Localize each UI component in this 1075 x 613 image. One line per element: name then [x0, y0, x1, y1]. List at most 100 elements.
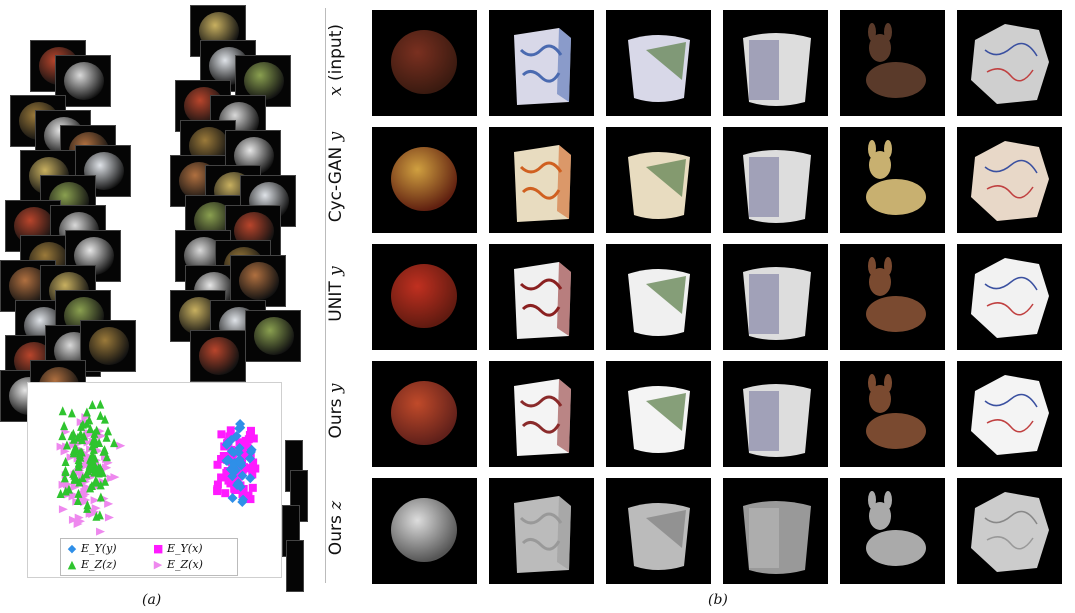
grid-cell-box	[489, 244, 594, 350]
scatter-marker	[61, 467, 70, 477]
scatter-marker	[101, 476, 110, 486]
grid-cell-box	[489, 478, 594, 584]
scatter-marker	[58, 505, 68, 514]
scatter-marker	[238, 490, 247, 499]
grid-cell-deer	[840, 478, 945, 584]
scatter-marker	[248, 470, 257, 479]
scatter-marker	[244, 464, 253, 473]
legend-label: E_Z(x)	[167, 558, 203, 571]
scatter-marker	[85, 460, 94, 470]
scatter-marker	[238, 465, 247, 474]
scatter-marker	[246, 444, 257, 455]
scatter-marker	[81, 487, 91, 496]
scatter-marker	[77, 421, 86, 431]
scatter-marker	[96, 492, 105, 502]
legend-item-ey-x: ■ E_Y(x)	[153, 542, 203, 555]
scatter-marker	[104, 499, 114, 508]
legend-label: E_Y(y)	[81, 542, 117, 555]
scatter-marker	[96, 410, 105, 420]
scatter-marker	[86, 424, 95, 434]
grid-cell-cup-striped	[723, 361, 828, 467]
scatter-marker	[82, 469, 91, 479]
scatter-marker	[56, 442, 66, 451]
scatter-marker	[96, 527, 106, 536]
scatter-marker	[90, 467, 99, 477]
scatter-marker	[60, 421, 69, 431]
scatter-marker	[74, 455, 83, 465]
scatter-marker	[219, 451, 228, 460]
scatter-marker	[235, 419, 246, 430]
panel-divider	[325, 8, 326, 583]
scatter-marker	[213, 480, 222, 489]
scatter-marker	[236, 457, 247, 468]
scatter-marker	[241, 436, 250, 445]
thumbnail-image	[286, 540, 304, 592]
scatter-marker	[76, 429, 85, 439]
scatter-marker	[102, 432, 111, 442]
triangle-up-marker-icon: ▲	[67, 558, 77, 571]
scatter-marker	[243, 443, 252, 452]
scatter-marker	[91, 437, 100, 447]
scatter-marker	[75, 449, 84, 459]
scatter-marker	[67, 408, 76, 418]
grid-cell-apple	[372, 10, 477, 116]
scatter-marker	[62, 440, 71, 450]
scatter-marker	[92, 425, 101, 435]
grid-cell-deer	[840, 361, 945, 467]
scatter-marker	[238, 494, 249, 505]
scatter-marker	[91, 504, 101, 513]
grid-cell-deer	[840, 244, 945, 350]
scatter-legend: ◆ E_Y(y) ■ E_Y(x) ▲ E_Z(z) ▶ E_Z(x)	[60, 538, 238, 576]
scatter-marker	[100, 414, 109, 424]
scatter-marker	[96, 480, 105, 490]
row-label-ours-z: Ours z	[326, 500, 346, 556]
grid-cell-deer	[840, 10, 945, 116]
scatter-marker	[68, 515, 78, 524]
scatter-marker	[217, 430, 226, 439]
scatter-marker	[91, 476, 100, 486]
scatter-marker	[235, 481, 246, 492]
grid-cell-cup-striped	[723, 478, 828, 584]
scatter-marker	[88, 400, 97, 410]
grid-cell-cup-striped	[723, 244, 828, 350]
panel-b-caption: (b)	[708, 592, 728, 608]
scatter-marker	[69, 434, 78, 444]
grid-cell-crumpled-paper	[957, 127, 1062, 233]
square-marker-icon: ■	[153, 542, 164, 555]
legend-item-ey-y: ◆ E_Y(y)	[67, 542, 117, 555]
row-label-cycgan: Cyc-GAN y	[326, 131, 346, 223]
grid-cell-cup	[606, 244, 711, 350]
scatter-marker	[58, 431, 67, 441]
scatter-marker	[221, 439, 232, 450]
scatter-marker	[249, 434, 258, 443]
scatter-marker	[58, 406, 67, 416]
scatter-marker	[104, 426, 113, 436]
legend-label: E_Z(z)	[81, 558, 117, 571]
scatter-marker	[81, 495, 91, 504]
scatter-marker	[85, 415, 94, 425]
scatter-marker	[227, 471, 238, 482]
scatter-marker	[61, 486, 70, 496]
grid-cell-cup-striped	[723, 10, 828, 116]
scatter-marker	[96, 399, 105, 409]
grid-cell-box	[489, 361, 594, 467]
scatter-marker	[100, 445, 109, 455]
grid-cell-deer	[840, 127, 945, 233]
scatter-marker	[248, 483, 257, 492]
scatter-marker	[217, 473, 226, 482]
scatter-marker	[228, 447, 239, 458]
scatter-marker	[231, 430, 242, 441]
scatter-marker	[71, 443, 80, 453]
legend-item-ez-z: ▲ E_Z(z)	[67, 558, 117, 571]
scatter-marker	[251, 464, 260, 473]
triangle-right-marker-icon: ▶	[153, 558, 163, 571]
scatter-marker	[223, 454, 234, 465]
scatter-marker	[104, 513, 114, 522]
scatter-marker	[56, 489, 65, 499]
grid-cell-cup	[606, 127, 711, 233]
panel-a-caption: (a)	[142, 592, 162, 608]
scatter-marker	[94, 465, 103, 475]
scatter-marker	[227, 493, 238, 504]
scatter-marker	[88, 451, 97, 461]
grid-cell-cup	[606, 478, 711, 584]
